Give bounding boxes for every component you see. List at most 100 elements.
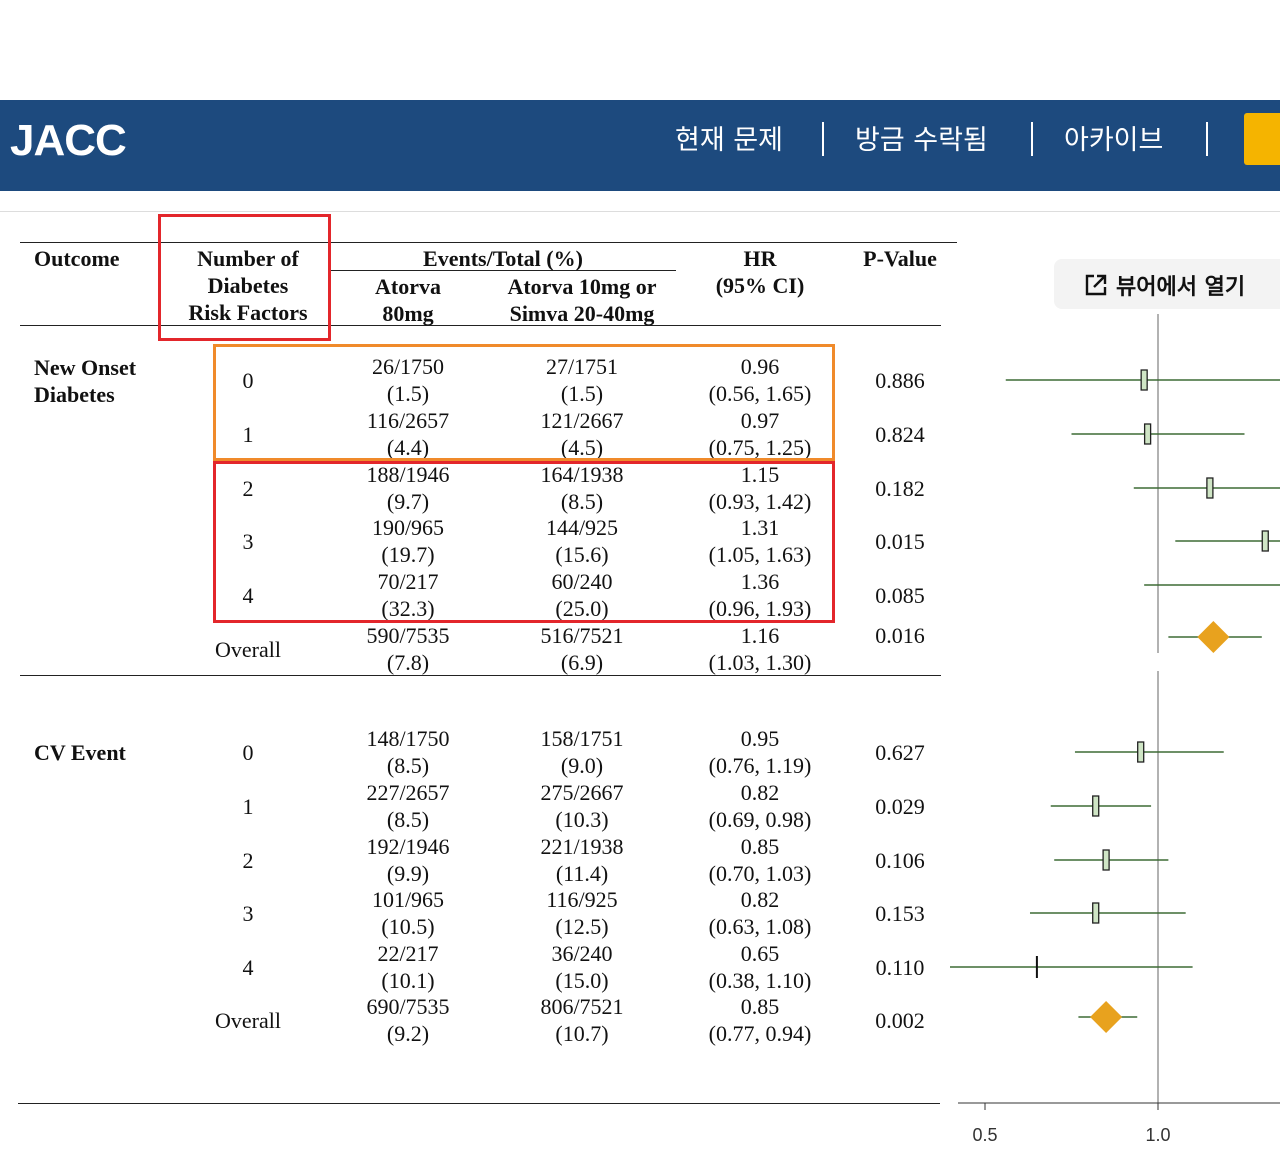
cell-risk-factor: 0 xyxy=(242,740,254,765)
cell-atorva10-events: 144/925 xyxy=(545,515,619,540)
nav-separator xyxy=(1206,122,1208,156)
nav-just-accepted[interactable]: 방금 수락됨 xyxy=(855,125,988,156)
open-in-viewer-button[interactable]: 뷰어에서 열기 xyxy=(1054,259,1280,309)
point-marker xyxy=(1261,530,1269,552)
cell-hr: 0.85 xyxy=(740,994,780,1019)
divider xyxy=(0,211,1280,212)
section-label-cv-event: CV Event xyxy=(34,740,126,765)
header-outcome: Outcome xyxy=(34,246,120,271)
cell-atorva10-events: 806/7521 xyxy=(540,994,624,1019)
point-marker xyxy=(1143,423,1152,445)
cell-atorva80-pct: (9.7) xyxy=(386,489,430,514)
cell-atorva10-events: 36/240 xyxy=(551,941,613,966)
cell-pvalue: 0.016 xyxy=(875,623,925,648)
cell-atorva80-events: 188/1946 xyxy=(366,462,450,487)
cell-atorva10-pct: (9.0) xyxy=(560,753,604,778)
cell-atorva80-events: 227/2657 xyxy=(366,780,450,805)
forest-plot: 0.51.01.52.0 xyxy=(950,314,1280,1145)
highlight-box-high-risk xyxy=(213,461,835,623)
cell-hr: 1.36 xyxy=(740,569,780,594)
cell-atorva80-pct: (4.4) xyxy=(386,435,430,460)
cell-atorva80-pct: (9.9) xyxy=(386,861,430,886)
cell-atorva80-events: 148/1750 xyxy=(366,726,450,751)
cell-ci: (0.70, 1.03) xyxy=(708,861,812,886)
cell-atorva10-events: 164/1938 xyxy=(540,462,624,487)
cell-atorva80-events: 22/217 xyxy=(377,941,439,966)
cell-risk-factor: 2 xyxy=(242,476,254,501)
cell-atorva10-events: 516/7521 xyxy=(540,623,624,648)
cell-atorva10-pct: (15.0) xyxy=(555,968,609,993)
highlight-box-low-risk xyxy=(213,344,835,461)
nav-current-issue[interactable]: 현재 문제 xyxy=(675,125,783,156)
cell-atorva80-pct: (7.8) xyxy=(386,650,430,675)
cell-pvalue: 0.110 xyxy=(875,955,925,980)
cell-hr: 1.16 xyxy=(740,623,780,648)
cell-atorva10-events: 116/925 xyxy=(546,887,618,912)
cell-hr: 0.96 xyxy=(740,354,780,379)
cell-atorva80-pct: (9.2) xyxy=(386,1021,430,1046)
cell-hr: 0.82 xyxy=(740,887,780,912)
cell-risk-factor: Overall xyxy=(215,1008,281,1033)
cell-atorva80-pct: (10.5) xyxy=(381,914,435,939)
x-tick-label: 1.0 xyxy=(1145,1125,1170,1145)
cell-ci: (1.05, 1.63) xyxy=(708,542,812,567)
header-risk-factors-3: Risk Factors xyxy=(188,300,308,325)
nav-archive[interactable]: 아카이브 xyxy=(1064,125,1164,156)
cell-atorva80-pct: (1.5) xyxy=(386,381,430,406)
cell-pvalue: 0.002 xyxy=(875,1008,925,1033)
cell-pvalue: 0.824 xyxy=(875,422,925,447)
header-risk-factors-1: Number of xyxy=(197,246,299,271)
cell-hr: 1.15 xyxy=(740,462,780,487)
cell-atorva10-events: 60/240 xyxy=(551,569,613,594)
point-marker xyxy=(1206,477,1214,499)
header-atorva80-1: Atorva xyxy=(375,274,441,299)
header-atorva10-1: Atorva 10mg or xyxy=(507,274,657,299)
highlight-box-risk-factors xyxy=(158,214,331,341)
jacc-logo[interactable]: JACC xyxy=(10,116,127,165)
cell-atorva10-pct: (11.4) xyxy=(555,861,609,886)
cell-risk-factor: Overall xyxy=(215,637,281,662)
header-hr-2: (95% CI) xyxy=(715,273,805,298)
cell-atorva10-pct: (4.5) xyxy=(560,435,604,460)
nav-separator xyxy=(822,122,824,156)
point-marker xyxy=(1092,795,1100,817)
header-risk-factors-2: Diabetes xyxy=(207,273,289,298)
cell-atorva80-events: 590/7535 xyxy=(366,623,450,648)
cell-atorva10-pct: (15.6) xyxy=(555,542,609,567)
cell-risk-factor: 4 xyxy=(242,583,254,608)
cell-atorva80-events: 190/965 xyxy=(371,515,445,540)
header-events-total: Events/Total (%) xyxy=(423,246,583,271)
cell-risk-factor: 4 xyxy=(242,955,254,980)
cell-atorva10-pct: (25.0) xyxy=(555,596,609,621)
cell-hr: 0.65 xyxy=(740,941,780,966)
cell-atorva80-pct: (8.5) xyxy=(386,753,430,778)
cell-atorva80-pct: (10.1) xyxy=(381,968,435,993)
cell-hr: 0.95 xyxy=(740,726,780,751)
cell-ci: (0.75, 1.25) xyxy=(708,435,812,460)
cell-risk-factor: 1 xyxy=(242,794,254,819)
cell-atorva80-pct: (19.7) xyxy=(381,542,435,567)
cell-ci: (0.96, 1.93) xyxy=(708,596,812,621)
cell-risk-factor: 2 xyxy=(242,848,254,873)
section-label-diabetes: Diabetes xyxy=(34,382,115,407)
x-tick-label: 0.5 xyxy=(972,1125,997,1145)
header-atorva80-2: 80mg xyxy=(382,301,434,326)
cell-atorva80-pct: (32.3) xyxy=(381,596,435,621)
cell-atorva80-events: 26/1750 xyxy=(371,354,445,379)
cell-hr: 0.97 xyxy=(740,408,780,433)
events-subheader-rule xyxy=(330,270,676,271)
cell-atorva10-pct: (10.3) xyxy=(555,807,609,832)
nav-action-button[interactable] xyxy=(1244,113,1280,165)
cell-pvalue: 0.182 xyxy=(875,476,925,501)
cell-atorva10-pct: (6.9) xyxy=(560,650,604,675)
section-label-new-onset: New Onset xyxy=(34,355,137,380)
nav-separator xyxy=(1031,122,1033,156)
section-divider-rule xyxy=(20,675,941,676)
open-external-icon xyxy=(1085,274,1107,296)
overall-diamond xyxy=(1090,1001,1123,1033)
cell-atorva80-events: 116/2657 xyxy=(366,408,450,433)
cell-atorva80-pct: (8.5) xyxy=(386,807,430,832)
point-marker xyxy=(1102,849,1110,871)
table-top-rule xyxy=(20,242,957,243)
cell-ci: (0.77, 0.94) xyxy=(708,1021,812,1046)
